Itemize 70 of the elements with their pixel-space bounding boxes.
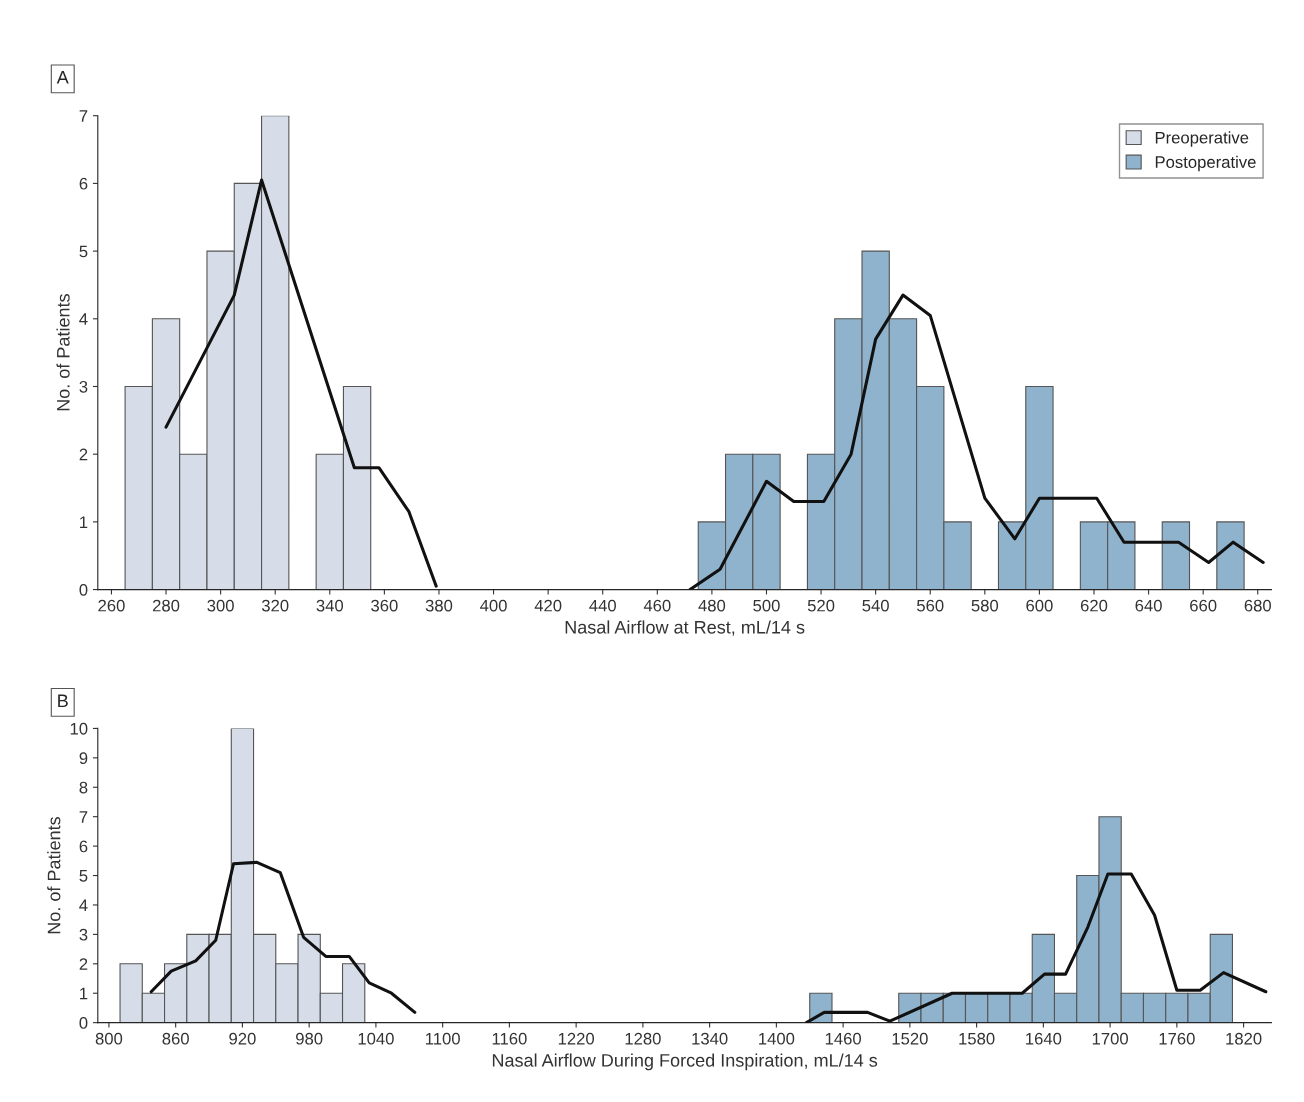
x-tick-label: 1760 [1159,1032,1195,1045]
x-tick-label: 1220 [558,1032,595,1045]
x-tick-label: 1040 [358,1032,394,1045]
y-tick-label: 5 [79,870,88,882]
y-tick-label: 0 [79,1017,88,1029]
x-tick-label: 1280 [625,1032,661,1045]
x-tick-label: 1640 [1026,1032,1062,1045]
x-tick-label: 660 [1190,599,1217,612]
x-tick-label: 540 [862,599,889,612]
x-tick-label: 600 [1026,599,1053,612]
x-tick-label: 620 [1080,599,1108,612]
x-tick-label: 1820 [1226,1032,1262,1045]
x-tick-label: 500 [753,599,780,612]
line-series [688,293,1265,590]
y-tick-label: 1 [80,987,88,1000]
y-tick-label: 6 [79,840,88,853]
x-tick-label: 560 [917,599,944,612]
x-tick-label: 580 [971,599,999,612]
y-tick-label: 9 [79,752,88,765]
x-tick-label: 520 [807,599,835,612]
y-tick-label: 6 [79,177,88,190]
legend-label: Preoperative [1155,131,1249,147]
x-tick-label: 320 [261,599,289,612]
chart-title: B [58,694,68,708]
x-tick-label: 360 [371,599,398,612]
x-tick-label: 920 [229,1032,256,1045]
y-tick-label: 5 [79,245,88,258]
x-tick-label: 1160 [492,1032,527,1045]
x-tick-label: 460 [643,599,671,612]
x-tick-label: 340 [316,599,344,612]
x-tick-label: 680 [1244,599,1272,612]
y-tick-label: 10 [70,722,88,735]
chart-title: A [56,71,69,84]
x-axis-title: Nasal Airflow During Forced Inspiration, mL/14 s [492,1053,878,1071]
x-tick-label: 420 [534,599,562,612]
y-tick-label: 7 [79,811,88,823]
x-tick-label: 380 [425,599,453,612]
x-tick-label: 800 [95,1032,123,1045]
x-tick-label: 1400 [759,1032,795,1045]
x-tick-label: 1100 [426,1032,460,1045]
x-tick-label: 260 [98,599,125,612]
y-tick-label: 4 [79,313,88,325]
x-tick-label: 980 [296,1032,323,1045]
x-tick-label: 400 [480,599,507,612]
x-tick-label: 280 [152,599,180,612]
x-tick-label: 1700 [1092,1032,1128,1045]
y-tick-label: 3 [79,928,88,941]
y-axis-title: No. of Patients [56,294,70,411]
x-tick-label: 300 [207,599,234,612]
y-tick-label: 7 [79,110,88,122]
y-tick-label: 2 [79,958,88,970]
x-tick-label: 1340 [692,1032,728,1045]
line-series [164,178,438,588]
x-tick-label: 1580 [959,1032,995,1045]
y-tick-label: 8 [79,781,88,794]
x-tick-label: 640 [1135,599,1162,612]
x-tick-label: 480 [698,599,726,612]
line-series [804,872,1268,1023]
y-tick-label: 1 [80,516,88,528]
legend-label: Postoperative [1155,155,1256,172]
x-axis-title: Nasal Airflow at Rest, mL/14 s [565,620,805,636]
y-tick-label: 3 [79,380,88,393]
x-tick-label: 440 [589,599,616,612]
y-tick-label: 2 [79,448,88,461]
y-axis-title: No. of Patients [47,816,61,934]
x-tick-label: 1460 [825,1032,862,1045]
y-tick-label: 0 [79,583,88,596]
x-tick-label: 860 [162,1032,189,1045]
x-tick-label: 1520 [892,1032,928,1045]
y-tick-label: 4 [79,899,88,911]
